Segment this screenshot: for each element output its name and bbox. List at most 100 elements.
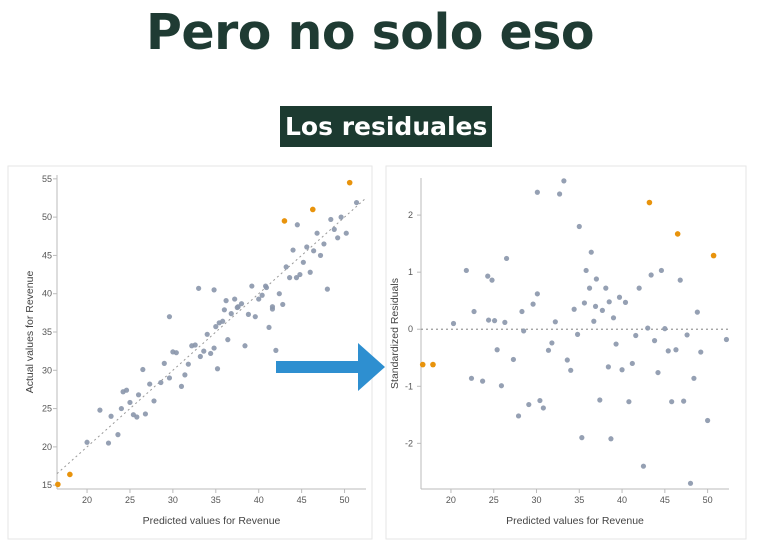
data-point [503,255,510,262]
data-point [304,244,310,250]
data-point [343,230,349,236]
x-axis-title: Predicted values for Revenue [506,515,644,527]
data-point [557,191,563,197]
data-point [287,275,293,281]
data-point [118,405,124,412]
data-point [314,230,320,236]
data-point [537,397,543,404]
data-point [238,301,245,307]
data-point [591,318,597,324]
data-point [259,292,265,298]
data-point [534,291,540,297]
data-point [619,367,625,373]
data-point [684,332,690,338]
data-point [290,247,296,253]
highlighted-data-point [67,471,73,478]
data-point [105,440,112,446]
x-tick-label: 30 [531,495,541,505]
highlighted-data-point [55,481,61,488]
data-point [662,326,668,332]
data-point [108,413,114,419]
x-tick-label: 25 [125,495,135,505]
data-point [256,296,262,302]
data-point [214,366,221,372]
data-point [269,304,276,310]
data-point [571,306,577,312]
slide-subtitle: Los residuales [280,106,493,147]
data-point [622,299,629,305]
data-point [324,286,330,292]
highlighted-data-point [710,252,717,259]
data-point [515,413,522,419]
data-point [489,277,495,283]
data-point [228,311,234,317]
x-tick-label: 25 [489,495,499,505]
data-point [166,314,173,320]
data-point [151,398,157,404]
arrow-icon [276,343,385,391]
highlighted-data-point [419,361,426,368]
data-point [502,319,508,325]
x-tick-label: 20 [82,495,92,505]
data-point [583,267,589,274]
data-point [681,398,687,404]
data-point [196,285,202,291]
data-point [242,343,248,349]
data-point [97,407,103,413]
data-point [232,296,238,302]
data-point [245,311,252,317]
data-point [213,324,219,330]
data-point [84,439,90,445]
data-point [616,294,623,300]
data-point [283,264,289,270]
data-point [597,397,603,403]
data-point [636,285,642,291]
data-point [134,414,140,420]
data-point [468,375,475,381]
data-point [586,285,593,291]
data-point [161,360,167,366]
data-point [610,315,617,321]
y-tick-label: 0 [408,324,413,334]
data-point [225,337,231,343]
data-point [568,367,574,373]
data-point [142,411,149,417]
y-tick-label: 45 [42,250,52,260]
data-point [658,267,665,274]
identity-reference-line [56,197,367,475]
data-point [338,214,344,220]
data-point [166,375,173,381]
x-tick-label: 45 [660,495,670,505]
plot-card [7,165,373,540]
highlighted-data-point [309,206,316,213]
data-point [317,252,324,259]
data-point [485,317,492,323]
data-point [450,320,457,327]
x-tick-label: 30 [168,495,178,505]
data-point [321,241,327,247]
y-tick-label: 50 [42,212,52,222]
data-point [651,338,658,344]
data-point [280,301,286,308]
data-point [147,381,153,387]
y-axis-title: Standardized Residuals [389,278,401,389]
data-point [677,277,683,283]
data-point [599,307,605,313]
data-point [297,271,303,278]
data-point [197,353,203,360]
x-tick-label: 20 [446,495,456,505]
standardized-residuals-scatter: 20 25 30 35 40 45 50 -2 -1 0 1 2 Predicted values fo… [385,165,747,540]
data-point [211,345,217,351]
y-tick-label: 20 [42,442,52,452]
data-point [648,272,654,278]
data-point [606,299,612,305]
data-point [252,314,258,320]
data-point [266,324,272,331]
y-tick-label: 30 [42,365,52,375]
x-tick-label: 40 [617,495,627,505]
data-point [311,248,317,254]
data-point [588,249,594,255]
data-point [158,379,164,386]
data-point [220,318,226,324]
